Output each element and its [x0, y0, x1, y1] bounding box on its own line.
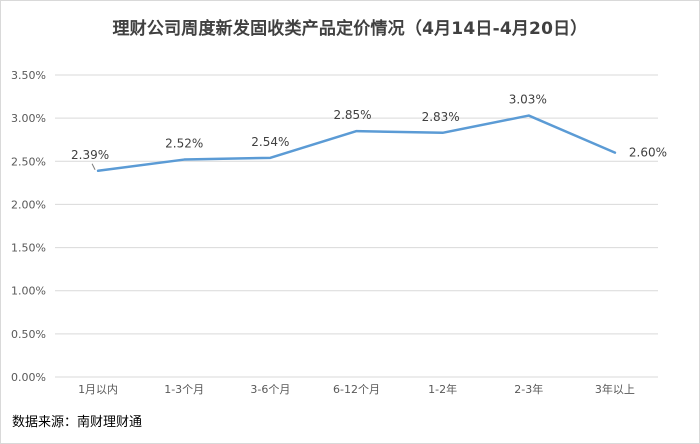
y-tick-label: 1.00% [11, 285, 46, 298]
x-tick-label: 1-2年 [428, 382, 457, 396]
y-tick-label: 3.00% [11, 112, 46, 125]
y-tick-label: 2.50% [11, 155, 46, 168]
y-tick-label: 0.50% [11, 328, 46, 341]
x-tick-label: 2-3年 [514, 382, 543, 396]
series-line [96, 114, 617, 173]
x-tick-label: 3年以上 [595, 382, 635, 396]
data-label: 2.85% [333, 108, 371, 122]
y-tick-label: 3.50% [11, 69, 46, 82]
x-tick-label: 1-3个月 [164, 383, 204, 396]
data-label: 2.54% [251, 135, 289, 149]
data-label: 2.39% [71, 148, 109, 162]
x-tick-label: 6-12个月 [333, 383, 380, 396]
chart-title: 理财公司周度新发固收类产品定价情况（4月14日-4月20日） [112, 19, 588, 39]
x-tick-label: 1月以内 [78, 382, 118, 396]
data-source-note: 数据来源：南财理财通 [12, 415, 143, 430]
data-label-leader [91, 163, 96, 171]
data-label: 2.52% [165, 137, 203, 151]
y-tick-label: 0.00% [11, 371, 46, 384]
data-label: 3.03% [509, 93, 547, 107]
data-label: 2.83% [422, 110, 460, 124]
data-label: 2.60% [629, 146, 667, 160]
y-tick-label: 2.00% [11, 198, 46, 211]
x-tick-label: 3-6个月 [250, 383, 290, 396]
y-tick-label: 1.50% [11, 242, 46, 255]
